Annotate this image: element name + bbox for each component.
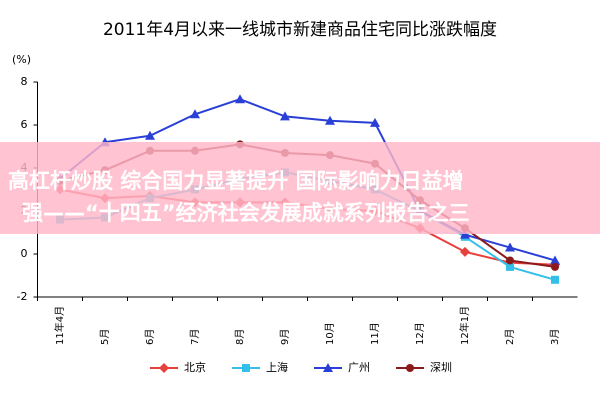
chart-title: 2011年4月以来一线城市新建商品住宅同比涨跌幅度 xyxy=(103,20,497,40)
marker xyxy=(280,111,290,121)
x-tick-label: 9月 xyxy=(279,329,291,345)
legend-label: 深圳 xyxy=(430,361,452,374)
x-tick-label: 12年1月 xyxy=(458,306,471,345)
marker xyxy=(506,256,514,265)
x-tick-label: 10月 xyxy=(324,322,336,345)
y-tick-label: 8 xyxy=(21,75,28,88)
marker xyxy=(460,229,470,239)
overlay-band xyxy=(0,142,600,234)
y-tick-label: 6 xyxy=(21,118,28,131)
x-tick-label: 11年4月 xyxy=(53,306,66,345)
overlay-text: 高杠杆炒股 综合国力显著提升 国际影响力日益增 xyxy=(8,169,464,193)
x-tick-label: 5月 xyxy=(99,329,111,345)
legend-label: 上海 xyxy=(266,360,288,374)
y-unit: (%) xyxy=(12,53,31,66)
x-tick-label: 11月 xyxy=(369,322,381,345)
marker xyxy=(551,262,559,271)
marker xyxy=(550,255,560,265)
marker xyxy=(460,246,470,257)
marker xyxy=(370,117,380,127)
y-tick-label: -2 xyxy=(17,290,28,303)
marker xyxy=(406,364,414,372)
series-line xyxy=(59,98,556,262)
marker xyxy=(145,130,155,140)
marker xyxy=(242,364,250,372)
marker xyxy=(551,275,559,284)
x-tick-label: 7月 xyxy=(189,329,201,345)
marker xyxy=(505,242,515,252)
y-tick-label: 0 xyxy=(21,247,28,260)
x-tick-label: 3月 xyxy=(549,329,561,345)
marker xyxy=(159,363,169,373)
x-tick-label: 8月 xyxy=(234,329,246,345)
legend-label: 北京 xyxy=(184,360,206,374)
legend-label: 广州 xyxy=(348,361,370,374)
marker xyxy=(190,109,200,119)
marker xyxy=(235,94,245,104)
x-tick-label: 6月 xyxy=(144,329,156,345)
x-tick-label: 12月 xyxy=(414,322,426,345)
overlay-text: 强——“十四五”经济社会发展成就系列报告之三 xyxy=(22,201,470,225)
x-tick-label: 2月 xyxy=(504,329,516,345)
marker xyxy=(325,115,335,125)
marker xyxy=(323,363,333,372)
marker xyxy=(506,262,514,271)
